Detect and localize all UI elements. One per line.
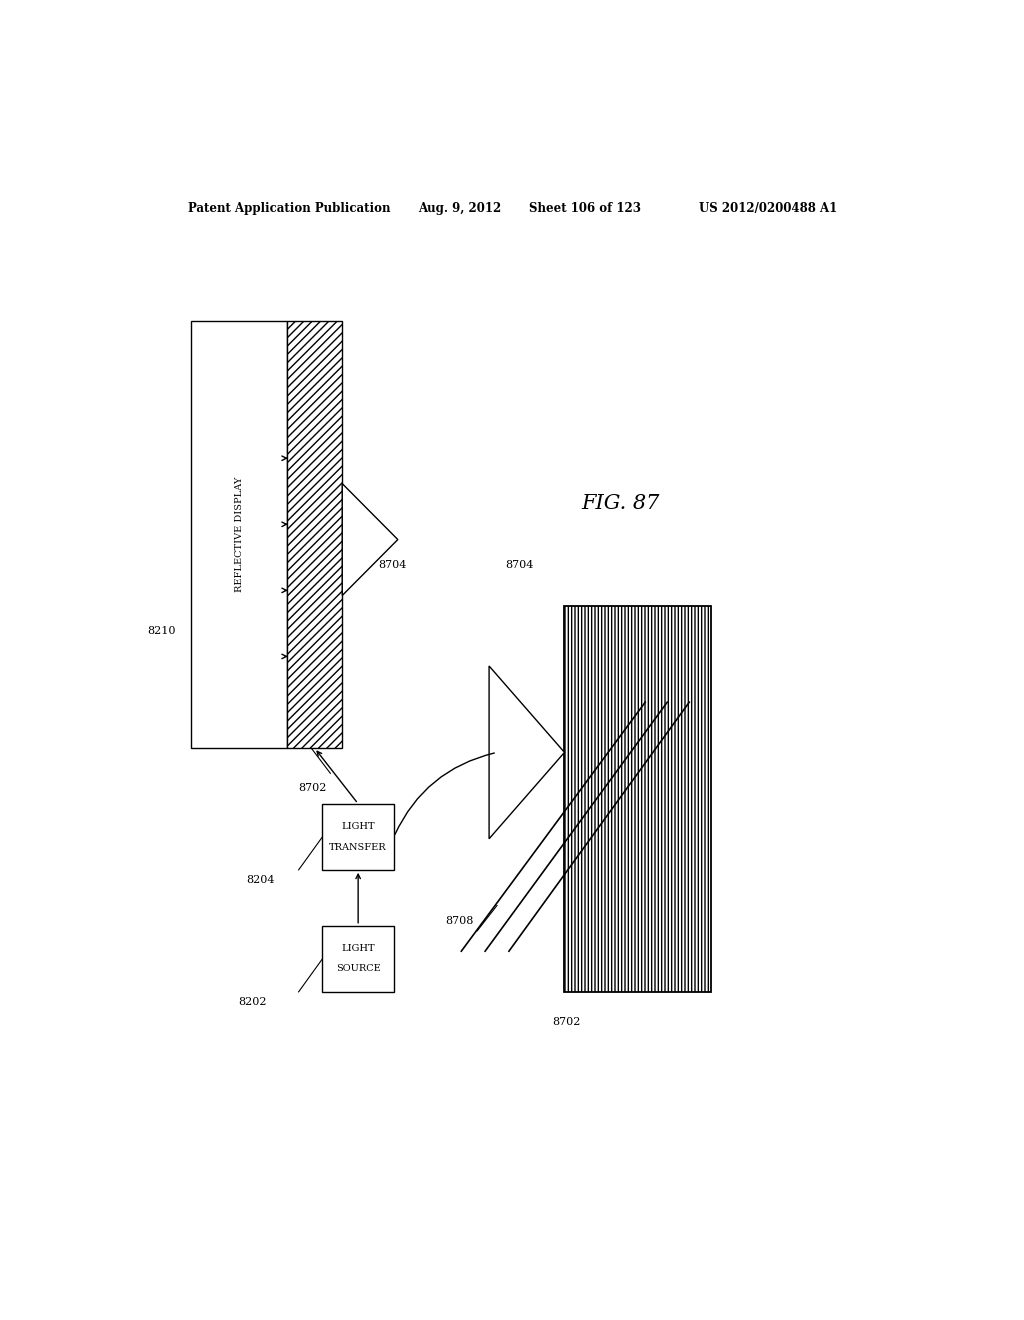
- Bar: [564, 606, 712, 991]
- Text: 8204: 8204: [247, 875, 274, 884]
- Text: 8704: 8704: [505, 560, 534, 570]
- Text: 8704: 8704: [378, 560, 407, 570]
- Text: 8708: 8708: [444, 916, 473, 925]
- Text: TRANSFER: TRANSFER: [330, 842, 387, 851]
- Text: FIG. 87: FIG. 87: [581, 495, 659, 513]
- Polygon shape: [342, 483, 397, 595]
- Text: SOURCE: SOURCE: [336, 965, 381, 973]
- Polygon shape: [489, 667, 564, 838]
- FancyArrowPatch shape: [395, 752, 495, 834]
- Bar: [323, 804, 394, 870]
- Text: REFLECTIVE DISPLAY: REFLECTIVE DISPLAY: [234, 477, 244, 593]
- Text: LIGHT: LIGHT: [341, 822, 375, 832]
- Text: 8702: 8702: [299, 784, 327, 793]
- Text: 8202: 8202: [239, 997, 267, 1007]
- Bar: [191, 321, 287, 748]
- Text: 8702: 8702: [553, 1018, 581, 1027]
- Text: Sheet 106 of 123: Sheet 106 of 123: [528, 202, 641, 215]
- Bar: [287, 321, 342, 748]
- Text: 8210: 8210: [147, 626, 176, 636]
- Text: Aug. 9, 2012: Aug. 9, 2012: [418, 202, 501, 215]
- Text: Patent Application Publication: Patent Application Publication: [187, 202, 390, 215]
- Text: US 2012/0200488 A1: US 2012/0200488 A1: [699, 202, 838, 215]
- Bar: [323, 925, 394, 991]
- Text: LIGHT: LIGHT: [341, 944, 375, 953]
